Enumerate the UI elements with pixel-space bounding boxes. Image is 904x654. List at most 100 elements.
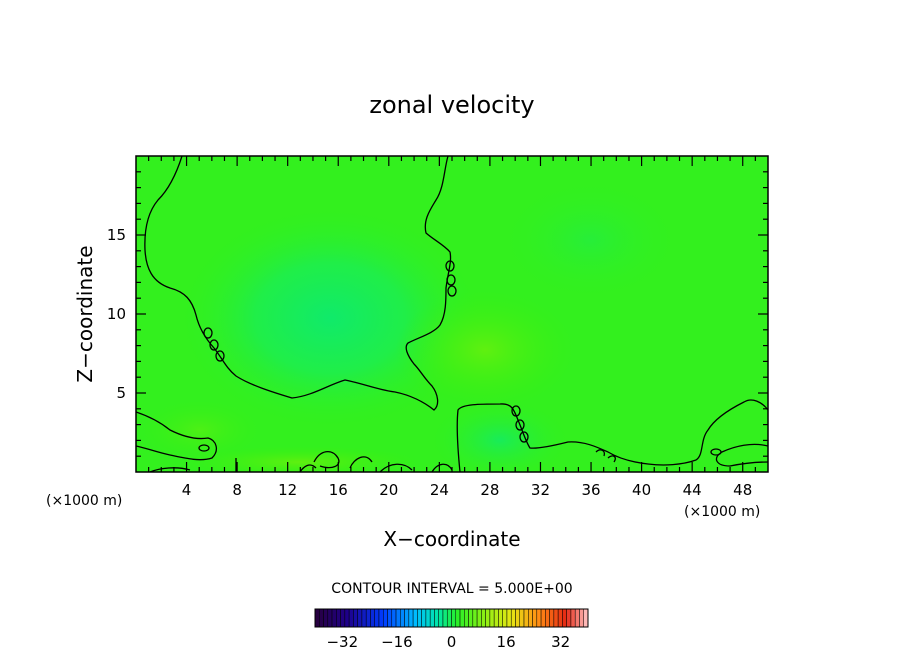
contour-loop	[519, 431, 529, 443]
x-axis-ticks: 4 8 12 16 20 24 28 32 36 40 44 48	[148, 156, 756, 499]
contour-loop	[511, 405, 521, 417]
colorbar-tick-label: 0	[447, 633, 457, 651]
colorbar-cell	[344, 608, 350, 628]
colorbar-cell	[446, 608, 452, 628]
colorbar-tick-label: 16	[497, 633, 516, 651]
contour-loop	[445, 260, 455, 272]
colorbar-cell	[348, 608, 354, 628]
colorbar-cell	[340, 608, 346, 628]
colorbar-cell	[579, 608, 584, 628]
contour-fragment	[607, 455, 616, 463]
colorbar-cell	[557, 608, 563, 628]
contour-surface-mid5	[431, 463, 453, 472]
contour-surface-mid2	[313, 451, 340, 469]
colorbar-cell	[472, 608, 478, 628]
colorbar-cell	[566, 608, 572, 628]
colorbar-cell	[383, 608, 388, 628]
x-tick-label: 28	[480, 481, 499, 499]
colorbar-cell	[536, 608, 542, 628]
negative-patch-lower	[430, 400, 570, 472]
contour-loop	[710, 448, 722, 456]
colorbar-cell	[455, 608, 461, 628]
contour-interval-text: CONTOUR INTERVAL = 5.000E+00	[331, 581, 572, 597]
colorbar-cell	[319, 608, 324, 628]
colorbar-cell	[327, 608, 333, 628]
colorbar-cell	[374, 608, 380, 628]
colorbar-cell	[515, 608, 520, 628]
negative-patch-upper	[500, 180, 680, 300]
colorbar-cell	[408, 608, 414, 628]
contour-loop	[446, 274, 456, 286]
contour-loop	[447, 285, 457, 297]
y-tick-label: 5	[116, 384, 126, 402]
colorbar-cell	[493, 608, 499, 628]
x-tick-label: 32	[531, 481, 550, 499]
contour-surface-mid4	[379, 463, 413, 472]
colorbar-tick-label: 32	[551, 633, 570, 651]
contour-lower-right	[715, 443, 768, 467]
colorbar-cell	[485, 608, 491, 628]
colorbar-cell	[357, 608, 363, 628]
x-tick-label: 48	[733, 481, 752, 499]
positive-patch-left	[140, 400, 260, 460]
colorbar-cell	[459, 608, 465, 628]
x-tick-label: 4	[182, 481, 192, 499]
contour-mid-right	[456, 399, 768, 472]
colorbar-cell	[562, 608, 567, 628]
colorbar-cell	[331, 608, 337, 628]
x-unit-right: (×1000 m)	[684, 504, 760, 520]
colorbar-cell	[387, 608, 393, 628]
x-axis-label: X−coordinate	[383, 527, 520, 551]
y-axis-ticks: 5 10 15	[107, 171, 768, 457]
colorbar-cell	[336, 608, 341, 628]
colorbar-cell	[365, 608, 371, 628]
heatmap-field	[136, 156, 768, 472]
colorbar-cell	[553, 608, 559, 628]
colorbar-cell	[489, 608, 495, 628]
colorbar-cell	[429, 608, 435, 628]
contour-loop	[198, 444, 210, 452]
colorbar-cell	[532, 608, 538, 628]
colorbar-cell	[583, 608, 589, 628]
colorbar-cell	[498, 608, 503, 628]
colorbar-cell	[451, 608, 457, 628]
colorbar-tick-label: −32	[326, 633, 358, 651]
zero-contours	[136, 156, 768, 472]
colorbar-cell	[523, 608, 529, 628]
colorbar-cell	[378, 608, 384, 628]
colorbar-cell	[502, 608, 508, 628]
colorbar-cell	[549, 608, 555, 628]
colorbar-cell	[323, 608, 329, 628]
colorbar-cell	[438, 608, 444, 628]
contour-surface-mid3	[349, 456, 373, 469]
colorbar-cell	[540, 608, 546, 628]
colorbar-cell	[570, 608, 576, 628]
colorbar-cell	[404, 608, 410, 628]
contour-loop	[209, 339, 219, 351]
contour-fragment	[595, 449, 606, 457]
colorbar-cell	[574, 608, 580, 628]
positive-surface-band	[180, 446, 420, 472]
colorbar	[314, 608, 589, 628]
colorbar-cell	[510, 608, 516, 628]
colorbar-cell	[314, 608, 320, 628]
colorbar-cell	[400, 608, 405, 628]
contour-loop	[515, 419, 525, 431]
colorbar-cell	[353, 608, 358, 628]
contour-lower-left	[136, 411, 218, 461]
colorbar-cell	[425, 608, 431, 628]
colorbar-cell	[412, 608, 418, 628]
chart-title: zonal velocity	[369, 91, 534, 119]
x-unit-left: (×1000 m)	[46, 493, 122, 509]
colorbar-cell	[506, 608, 512, 628]
x-tick-label: 40	[632, 481, 651, 499]
x-tick-label: 16	[329, 481, 348, 499]
colorbar-cell	[395, 608, 401, 628]
colorbar-frame	[314, 608, 589, 628]
contour-upper-left	[144, 156, 452, 411]
x-tick-label: 24	[430, 481, 449, 499]
x-tick-label: 36	[581, 481, 600, 499]
colorbar-cell	[476, 608, 482, 628]
colorbar-cell	[417, 608, 422, 628]
